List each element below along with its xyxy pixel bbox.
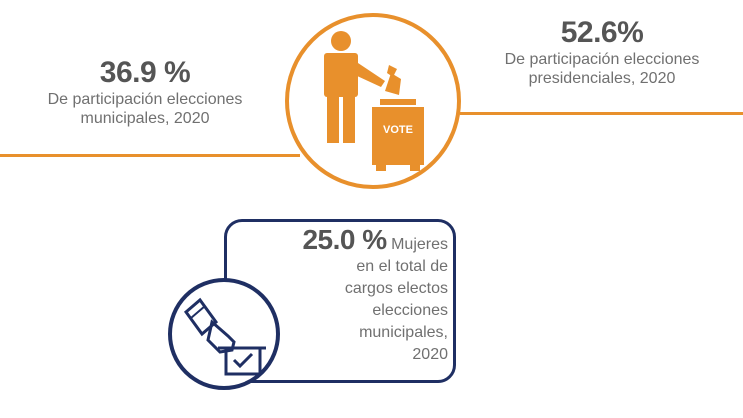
presidential-participation-stat: 52.6% De participación elecciones presid… [466,16,738,88]
women-officials-line4: elecciones [372,302,448,319]
women-officials-value: 25.0 % [302,224,387,255]
right-divider-line [460,112,743,115]
women-officials-line2: en el total de [356,258,448,275]
vote-label: VOTE [383,124,413,136]
municipal-participation-label-1: De participación elecciones [47,91,243,108]
women-officials-line5: municipales, [359,324,448,341]
left-divider-line [0,154,300,157]
voter-icon [324,31,401,143]
municipal-participation-label-2: municipales, 2020 [80,110,210,127]
presidential-participation-label-1: De participación elecciones [504,51,700,68]
presidential-participation-value: 52.6% [560,16,644,49]
municipal-participation-value: 36.9 % [99,56,191,89]
presidential-participation-label-2: presidenciales, 2020 [528,70,676,87]
women-officials-line6: 2020 [412,346,448,363]
municipal-participation-stat: 36.9 % De participación elecciones munic… [10,56,280,128]
hand-ballot-icon [183,297,266,376]
ballot-box-icon [372,99,424,171]
women-officials-line1: Mujeres [391,236,448,253]
women-officials-stat: 25.0 % Mujeres en el total de cargos ele… [262,226,448,366]
women-officials-line3: cargos electos [344,280,448,297]
